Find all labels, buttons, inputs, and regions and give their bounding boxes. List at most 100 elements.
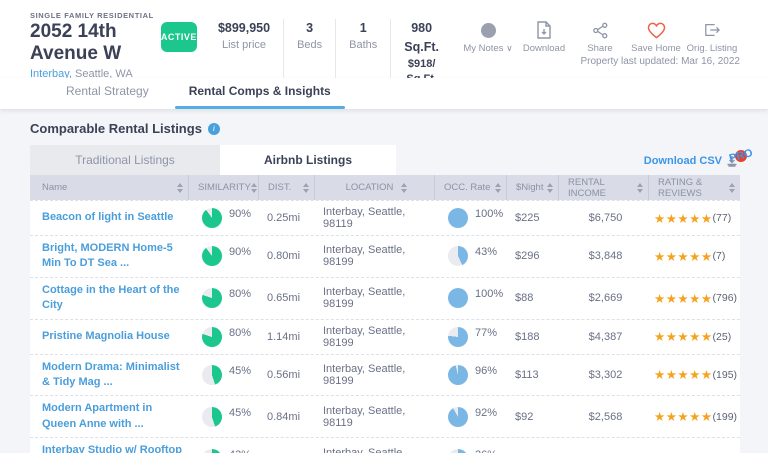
rental-income-value: $2,568 (588, 410, 623, 423)
distance-value: 0.65mi (267, 292, 301, 305)
distance-value: 0.64mi (258, 448, 314, 453)
occupancy-pie (448, 448, 468, 453)
night-price-value: $98 (506, 448, 558, 453)
sort-icon[interactable] (177, 182, 183, 193)
listing-link[interactable]: Bright, MODERN Home-5 Min To DT Sea ... (42, 242, 173, 270)
download-button[interactable]: Download (516, 20, 572, 54)
table-header-row: Name SIMILARITY DIST. LOCATION OCC. Rate… (30, 175, 740, 200)
header-actions: My Notes ∨ Download Share Save Home (460, 20, 740, 54)
occupancy-value: 77% (475, 326, 498, 339)
sort-icon[interactable] (547, 182, 553, 193)
subtab-airbnb-listings[interactable]: Airbnb Listings (220, 145, 396, 175)
similarity-value: 45% (229, 364, 252, 377)
occupancy-pie (448, 406, 468, 427)
table-row: Bright, MODERN Home-5 Min To DT Sea ... … (30, 235, 740, 277)
occupancy-value: 43% (475, 246, 498, 259)
occupancy-value: 100% (475, 288, 504, 301)
sort-icon[interactable] (495, 182, 501, 193)
listing-link[interactable]: Modern Apartment in Queen Anne with ... (42, 402, 153, 430)
rental-income-value: $6,750 (588, 212, 623, 224)
star-rating-icons: ★★★★★ (654, 249, 713, 264)
stat-beds: 3 Beds (284, 19, 337, 88)
share-button[interactable]: Share (572, 20, 628, 54)
review-count: (25) (712, 330, 732, 343)
column-header-night[interactable]: $Night (506, 175, 558, 200)
similarity-pie (202, 406, 222, 427)
table-row: Pristine Magnolia House 80% 1.14mi Inter… (30, 318, 740, 354)
tab-rental-comps[interactable]: Rental Comps & Insights (174, 78, 345, 109)
star-rating-icons: ★★★★★ (654, 410, 713, 425)
stat-baths: 1 Baths (336, 19, 392, 88)
main-tabbar: Rental Strategy Rental Comps & Insights (0, 78, 768, 109)
occupancy-value: 92% (475, 406, 498, 419)
column-header-location[interactable]: LOCATION (314, 175, 434, 200)
distance-value: 1.14mi (267, 330, 301, 343)
column-header-dist[interactable]: DIST. (258, 175, 314, 200)
location-value: Interbay, Seattle, 98199 (323, 286, 406, 311)
rental-income-value: $3,848 (588, 250, 623, 263)
listing-link[interactable]: Pristine Magnolia House (42, 329, 170, 342)
sort-icon[interactable] (303, 182, 309, 193)
airbnb-comps-table: Name SIMILARITY DIST. LOCATION OCC. Rate… (30, 175, 740, 453)
rental-income-value: $2,669 (588, 292, 623, 305)
external-link-icon (684, 20, 740, 40)
table-row: Beacon of light in Seattle 90% 0.25mi In… (30, 200, 740, 235)
my-notes-button[interactable]: My Notes ∨ (460, 20, 516, 54)
star-rating-icons: ★★★★★ (654, 291, 713, 306)
column-header-name[interactable]: Name (30, 175, 188, 200)
listing-link[interactable]: Modern Drama: Minimalist & Tidy Mag ... (42, 360, 180, 388)
listing-link[interactable]: Interbay Studio w/ Rooftop Deck + V ... (42, 444, 182, 453)
page-title: 2052 14th Avenue W (30, 21, 122, 64)
city-state-text: Seattle, WA (72, 68, 133, 80)
stat-list-price: $899,950 List price (205, 19, 285, 88)
share-icon (572, 20, 628, 40)
column-header-rental-income[interactable]: RENTAL INCOME (558, 175, 648, 200)
similarity-pie (202, 208, 222, 228)
sort-icon[interactable] (250, 182, 257, 193)
comps-section: Comparable Rental Listings i Traditional… (0, 109, 768, 453)
save-home-button[interactable]: Save Home (628, 20, 684, 54)
orig-listing-button[interactable]: Orig. Listing (684, 20, 740, 54)
download-csv-icon (727, 156, 737, 167)
column-header-occ-rate[interactable]: OCC. Rate (434, 175, 506, 200)
review-count: (199) (712, 410, 738, 423)
listing-link[interactable]: Beacon of light in Seattle (42, 211, 174, 224)
tab-rental-strategy[interactable]: Rental Strategy (66, 84, 149, 98)
sort-icon[interactable] (729, 182, 735, 193)
occupancy-pie (448, 208, 468, 228)
heart-icon (628, 20, 684, 40)
notes-circle-icon (480, 22, 496, 38)
night-price-value: $188 (515, 330, 540, 343)
rental-income-value: $4,387 (588, 330, 623, 343)
distance-value: 0.80mi (267, 250, 301, 263)
download-file-icon (516, 20, 572, 40)
night-price-value: $296 (515, 250, 540, 263)
similarity-value: 90% (229, 246, 252, 259)
info-icon[interactable]: i (207, 122, 220, 135)
location-value: Interbay, Seattle, 98119 (323, 404, 406, 429)
neighborhood-link[interactable]: Interbay, (30, 68, 72, 80)
occupancy-pie (448, 288, 468, 309)
similarity-value: 90% (229, 208, 252, 220)
column-header-similarity[interactable]: SIMILARITY (188, 175, 258, 200)
column-header-rating[interactable]: RATING & REVIEWS (648, 175, 740, 200)
sort-icon[interactable] (401, 182, 408, 193)
review-count: (195) (712, 368, 738, 381)
chevron-down-icon: ∨ (506, 43, 513, 53)
location-value: Interbay, Seattle, 98199 (323, 324, 406, 349)
review-count: (7) (712, 250, 726, 263)
similarity-value: 80% (229, 288, 252, 301)
similarity-value: 80% (229, 326, 252, 339)
property-address: Interbay, Seattle, WA (30, 67, 155, 82)
pro-badge: PRO (727, 147, 755, 165)
listing-link[interactable]: Cottage in the Heart of the City (42, 283, 180, 312)
table-row: Modern Apartment in Queen Anne with ... … (30, 395, 740, 438)
review-count: (77) (712, 212, 732, 224)
subtab-traditional-listings[interactable]: Traditional Listings (30, 145, 220, 175)
download-csv-link[interactable]: Download CSV PRO (643, 147, 755, 167)
section-title: Comparable Rental Listings (30, 121, 202, 136)
sort-icon[interactable] (637, 182, 643, 193)
similarity-pie (202, 448, 222, 453)
similarity-value: 45% (229, 406, 252, 419)
rental-income-value: $1,068 (558, 448, 648, 453)
